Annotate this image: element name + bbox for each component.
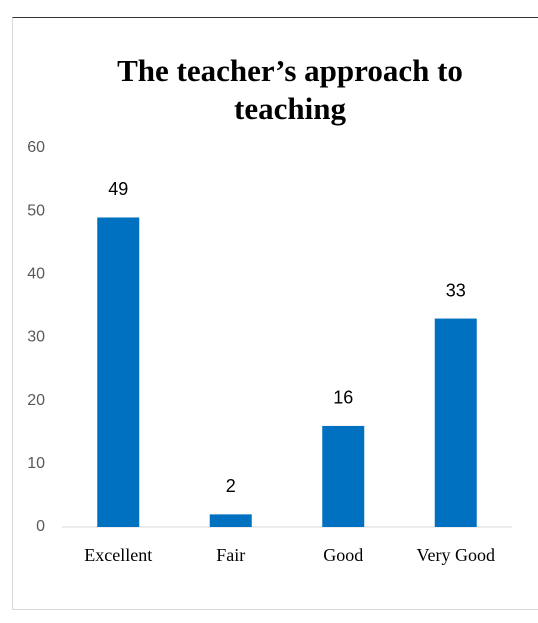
x-tick-label: Good [323, 545, 363, 565]
y-tick-label: 10 [27, 455, 45, 472]
data-label: 2 [226, 476, 236, 496]
data-label: 33 [446, 280, 466, 300]
x-tick-label: Fair [216, 545, 245, 565]
y-tick-label: 50 [27, 202, 45, 219]
x-tick-label: Excellent [84, 545, 152, 565]
chart-frame [12, 17, 538, 610]
bar [209, 514, 252, 527]
data-label: 16 [333, 388, 353, 408]
bar [434, 318, 477, 527]
y-tick-label: 0 [36, 518, 45, 535]
y-tick-label: 40 [27, 266, 45, 283]
bar [322, 425, 365, 527]
bar [97, 217, 140, 527]
x-tick-label: Very Good [417, 545, 496, 565]
chart-title: The teacher’s approach to teaching [117, 53, 463, 126]
y-tick-label: 30 [27, 329, 45, 346]
y-tick-label: 60 [27, 139, 45, 156]
data-label: 49 [108, 179, 128, 199]
y-tick-label: 20 [27, 392, 45, 409]
